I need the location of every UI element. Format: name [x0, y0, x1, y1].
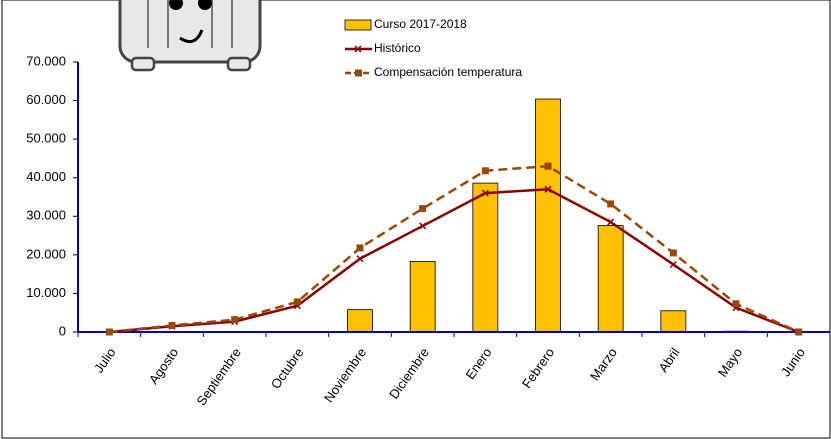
legend-marker — [354, 45, 362, 53]
line — [109, 164, 800, 334]
line-marker — [231, 316, 239, 324]
line-marker — [607, 218, 615, 226]
y-tick-label: 60.000 — [26, 92, 66, 107]
bar — [409, 261, 436, 333]
line-marker — [168, 321, 176, 329]
bar — [597, 225, 624, 333]
legend-swatch — [344, 19, 372, 31]
mascot — [118, 0, 262, 72]
line-marker — [544, 162, 552, 170]
legend-label: Curso 2017-2018 — [374, 17, 467, 31]
line — [109, 188, 800, 334]
line-marker — [356, 255, 364, 263]
line-marker — [419, 222, 427, 230]
legend-marker — [355, 69, 362, 77]
line-marker — [669, 260, 677, 269]
line-marker — [481, 167, 489, 175]
legend-label: Histórico — [374, 41, 421, 55]
bar — [347, 309, 373, 333]
y-tick-label: 70.000 — [26, 53, 66, 68]
line-marker — [732, 300, 740, 308]
line-marker — [419, 205, 427, 213]
y-tick-label: 30.000 — [26, 208, 66, 223]
legend-label: Compensación temperatura — [374, 65, 522, 79]
line-marker — [356, 244, 364, 252]
y-tick-label: 10.000 — [26, 285, 66, 300]
bar — [472, 182, 499, 333]
y-tick-label: 20.000 — [26, 246, 66, 261]
line-marker — [544, 185, 552, 193]
line-marker — [293, 298, 301, 306]
bar — [535, 98, 561, 333]
y-tick-label: 0 — [59, 323, 66, 338]
line-marker — [105, 328, 113, 336]
y-tick-label: 50.000 — [26, 131, 66, 146]
line-marker — [481, 189, 489, 197]
line-marker — [795, 328, 803, 336]
line-marker — [669, 249, 677, 257]
y-tick-label: 40.000 — [26, 169, 66, 184]
line-marker — [607, 200, 615, 208]
bar — [660, 310, 687, 333]
